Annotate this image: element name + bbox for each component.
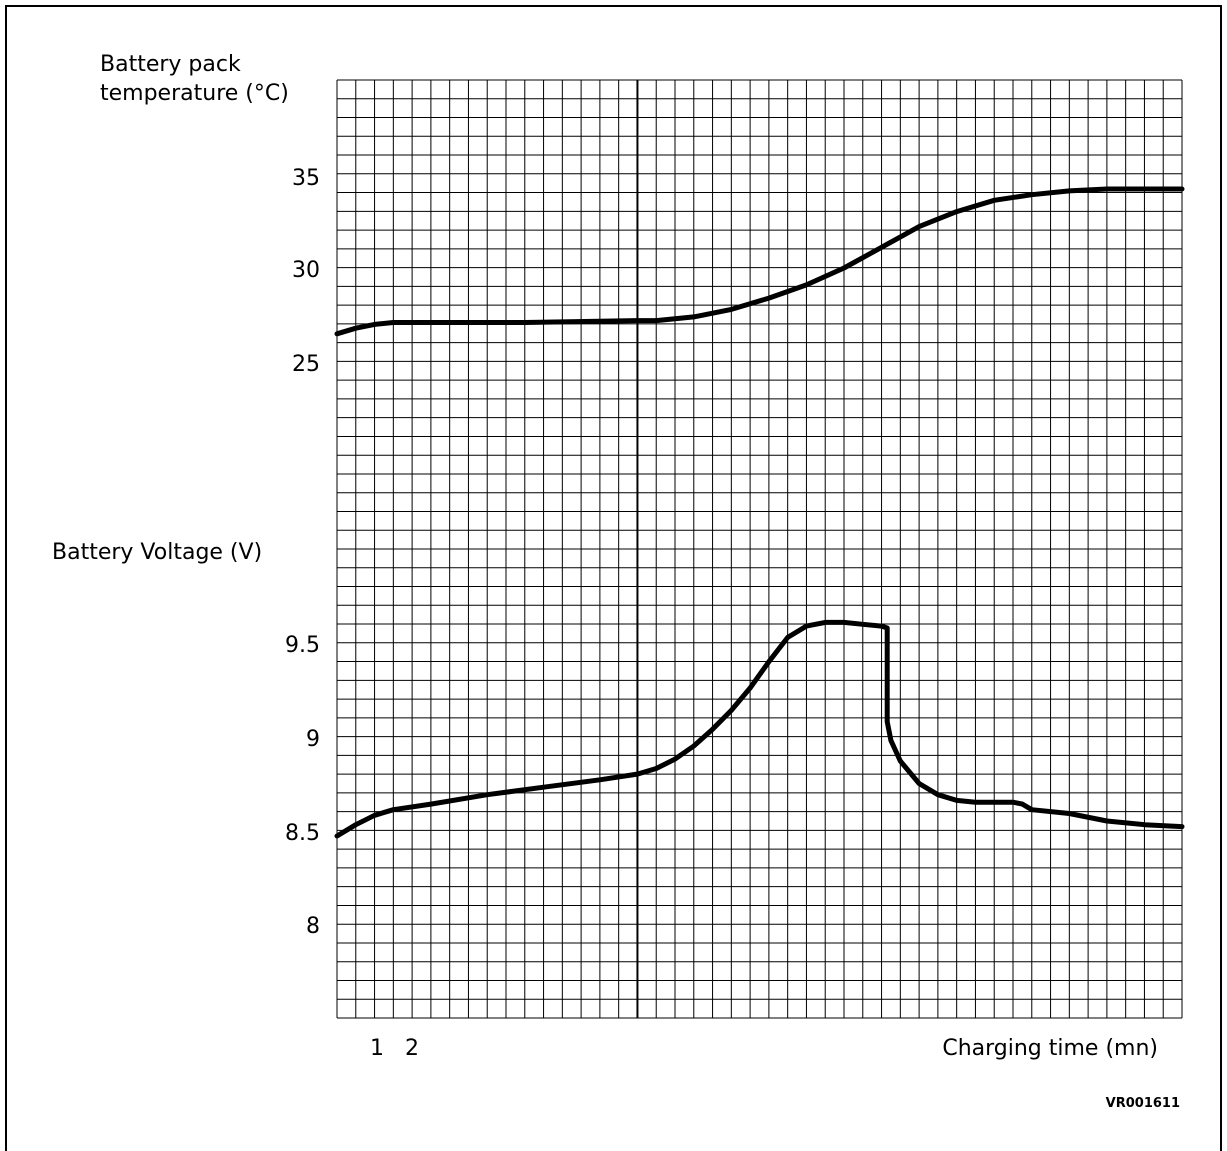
- x-tick-label: 2: [405, 1036, 419, 1061]
- voltage-series-line: [334, 619, 1185, 839]
- x-axis-label: Charging time (mn): [942, 1036, 1158, 1061]
- bottom-tick-label: 9: [306, 727, 320, 752]
- figure-code: VR001611: [1106, 1096, 1180, 1111]
- x-tick-label: 1: [370, 1036, 384, 1061]
- grid: [336, 79, 1183, 1019]
- series-layer: [334, 186, 1185, 839]
- top-axis-label-line1: Battery pack: [100, 52, 241, 77]
- top-tick-label: 30: [292, 258, 320, 283]
- bottom-tick-label: 9.5: [285, 633, 320, 658]
- bottom-tick-label: 8.5: [285, 821, 320, 846]
- temperature-series-line: [334, 186, 1185, 337]
- top-axis-label-line2: temperature (°C): [100, 81, 289, 106]
- top-tick-label: 25: [292, 352, 320, 377]
- figure-border: [5, 5, 1222, 1151]
- bottom-axis-label: Battery Voltage (V): [52, 540, 262, 565]
- bottom-tick-label: 8: [306, 914, 320, 939]
- top-tick-label: 35: [292, 166, 320, 191]
